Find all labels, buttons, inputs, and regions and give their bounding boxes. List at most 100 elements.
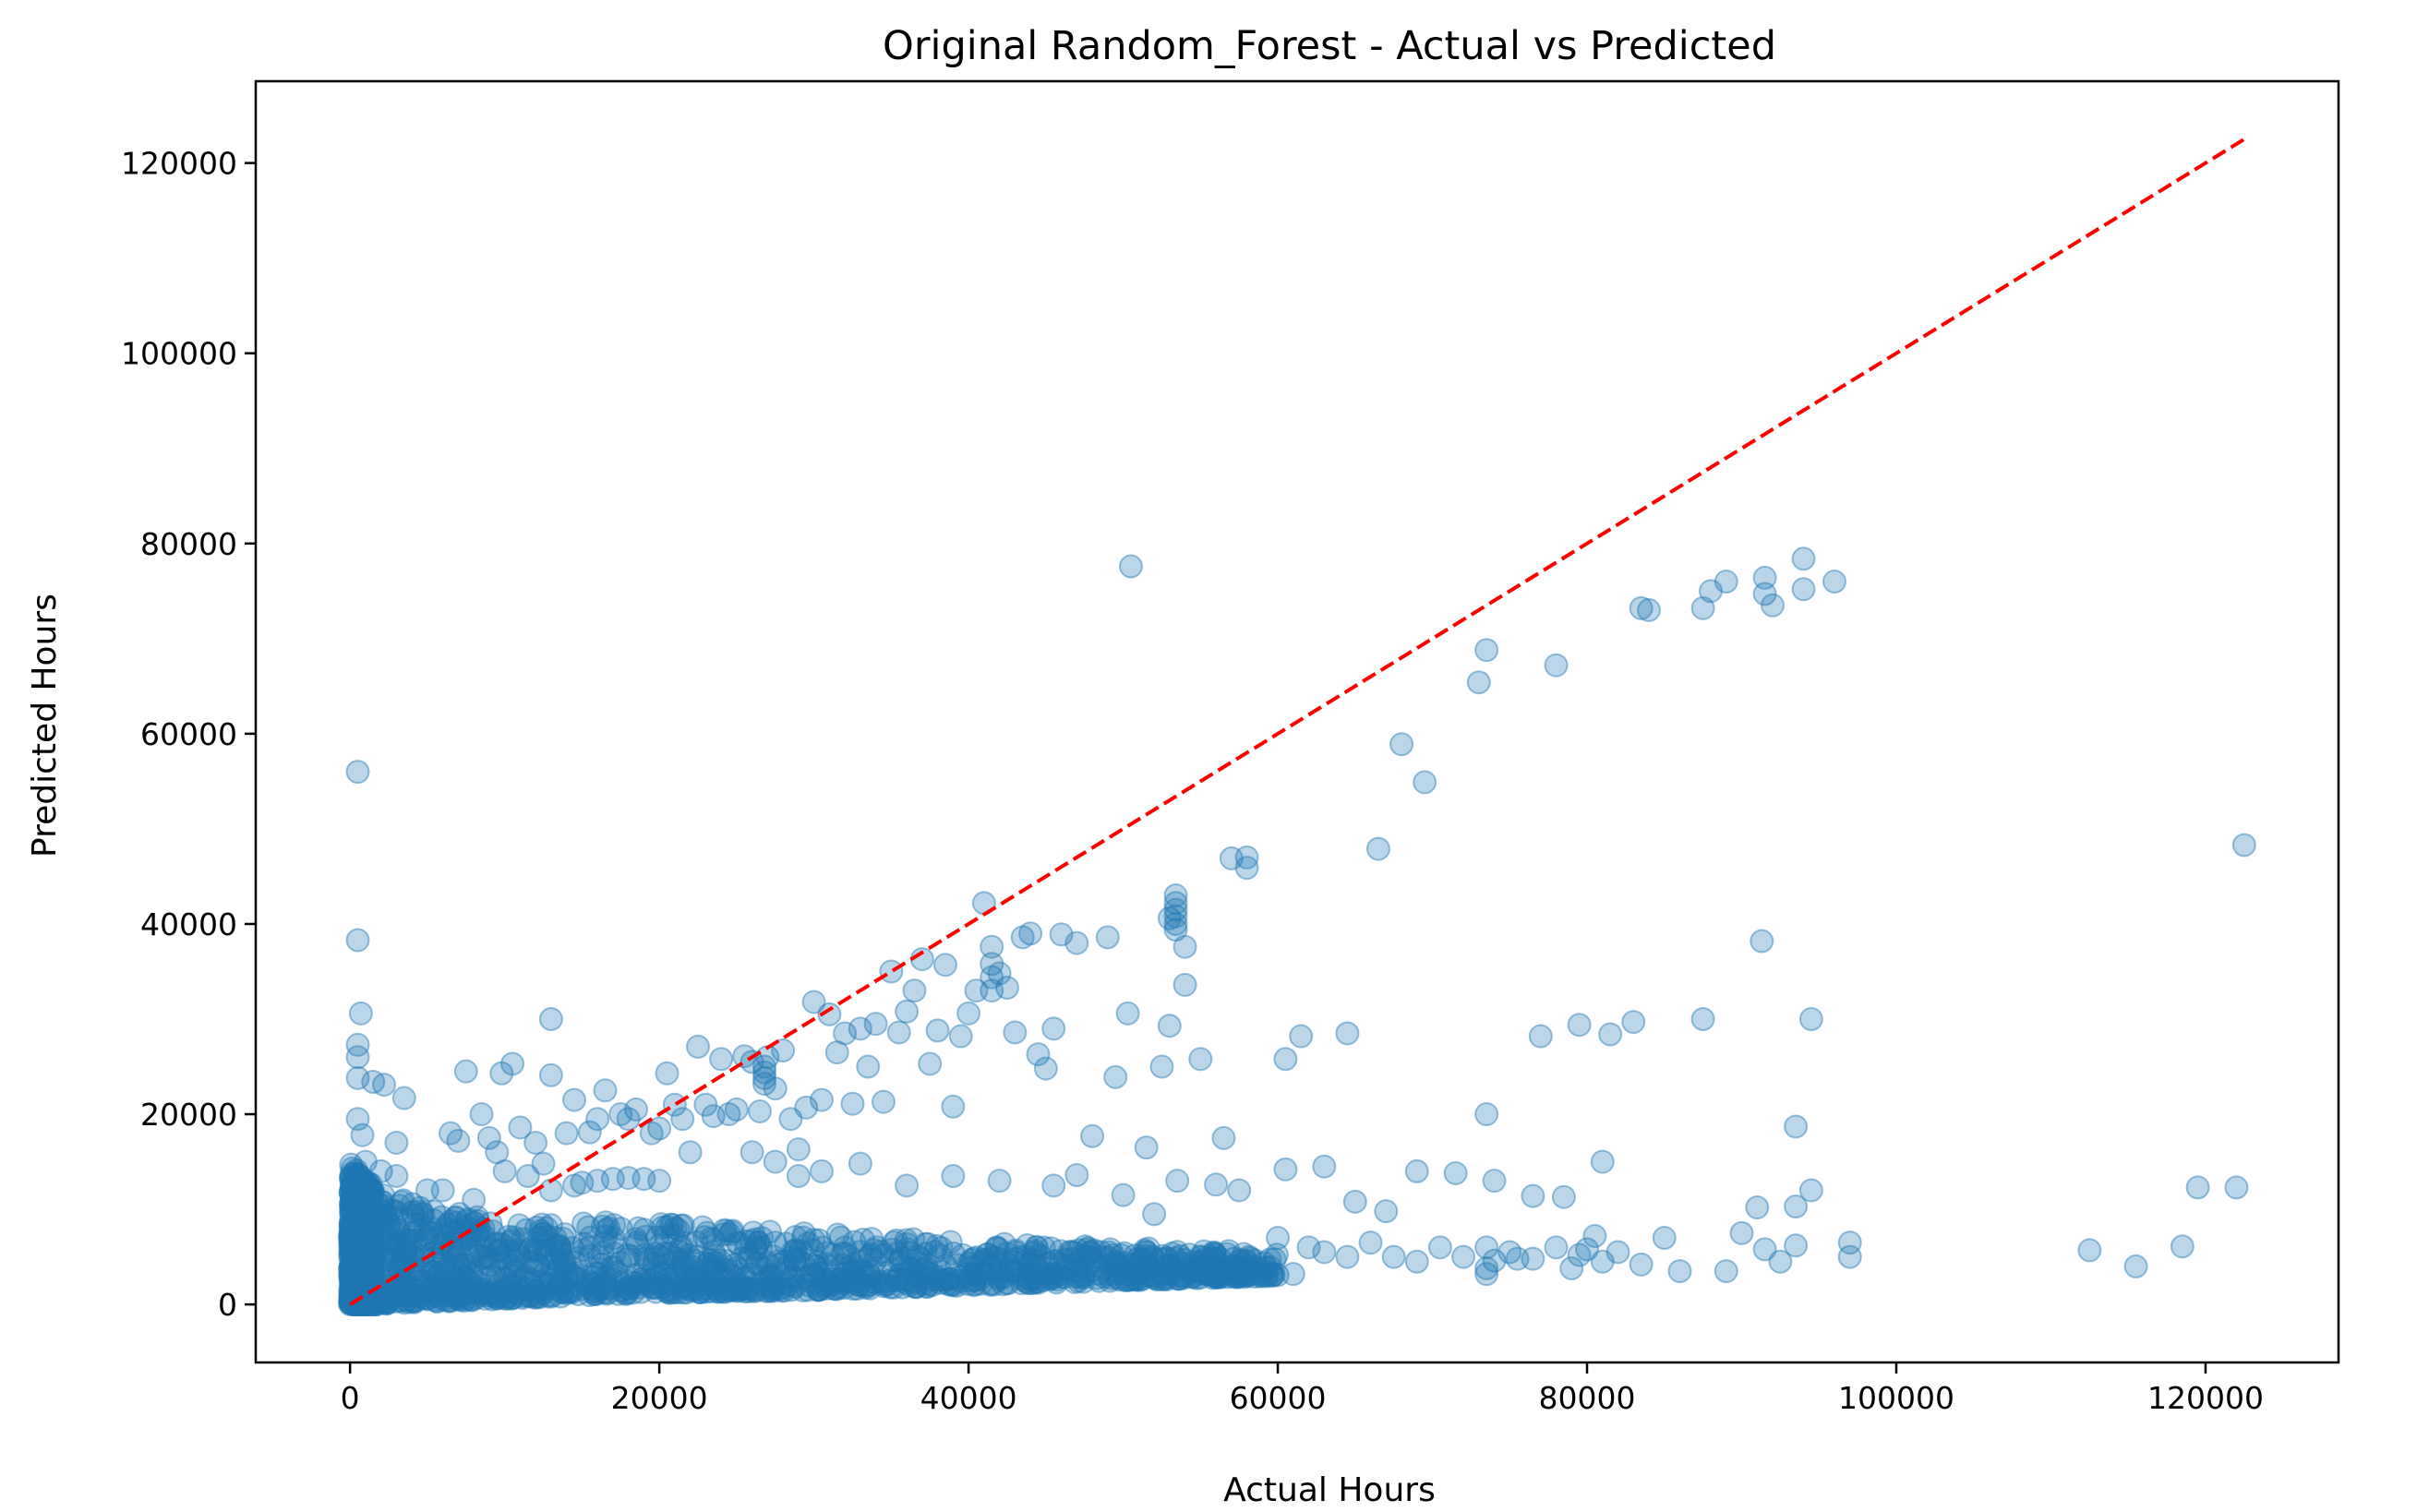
- data-point: [619, 1270, 644, 1295]
- data-point: [1064, 1251, 1089, 1276]
- data-point: [352, 1235, 377, 1260]
- data-point: [347, 1183, 372, 1208]
- data-point: [475, 1266, 499, 1290]
- data-point: [1022, 1239, 1047, 1264]
- data-point: [980, 934, 1004, 959]
- data-point: [349, 1220, 374, 1245]
- data-point: [396, 1280, 421, 1305]
- data-point: [355, 1222, 379, 1247]
- x-tick-label: 80000: [1539, 1380, 1636, 1416]
- data-point: [783, 1240, 808, 1265]
- data-point: [1229, 1248, 1254, 1273]
- data-point: [341, 1188, 366, 1213]
- data-point: [594, 1224, 619, 1249]
- data-point: [537, 1271, 562, 1296]
- data-point: [980, 978, 1004, 1003]
- data-point: [548, 1284, 573, 1309]
- data-point: [685, 1262, 710, 1287]
- data-point: [888, 1246, 913, 1271]
- data-point: [388, 1289, 413, 1314]
- data-point: [349, 1225, 374, 1250]
- data-point: [359, 1206, 384, 1231]
- data-point: [880, 1237, 905, 1262]
- data-point: [1177, 1242, 1202, 1267]
- data-point: [782, 1273, 807, 1298]
- data-point: [344, 1166, 369, 1191]
- data-point: [345, 1193, 370, 1218]
- data-point: [1206, 1265, 1231, 1290]
- data-point: [1172, 1247, 1197, 1272]
- x-axis-label: Actual Hours: [1223, 1471, 1436, 1509]
- data-point: [528, 1218, 553, 1243]
- data-point: [342, 1214, 367, 1239]
- data-point: [348, 1221, 373, 1246]
- data-point: [341, 1285, 366, 1310]
- data-point: [615, 1242, 640, 1267]
- data-point: [345, 1257, 370, 1282]
- data-point: [340, 1284, 365, 1309]
- data-point: [604, 1260, 629, 1285]
- data-point: [395, 1283, 420, 1308]
- data-point: [359, 1220, 384, 1245]
- data-point: [1025, 1254, 1050, 1279]
- data-point: [841, 1277, 866, 1302]
- data-point: [1474, 638, 1499, 663]
- data-point: [1216, 1256, 1241, 1281]
- data-point: [532, 1232, 557, 1257]
- data-point: [854, 1273, 879, 1298]
- data-point: [1236, 1244, 1261, 1269]
- data-point: [374, 1206, 399, 1231]
- data-point: [356, 1261, 381, 1286]
- data-point: [1041, 1261, 1066, 1286]
- data-point: [437, 1289, 462, 1314]
- data-point: [448, 1272, 473, 1297]
- data-point: [1216, 1239, 1241, 1264]
- data-point: [707, 1279, 732, 1304]
- data-point: [361, 1248, 386, 1273]
- data-point: [801, 1262, 826, 1287]
- data-point: [347, 1202, 372, 1227]
- data-point: [349, 1289, 374, 1314]
- data-point: [412, 1221, 437, 1246]
- data-point: [355, 1197, 379, 1222]
- data-point: [648, 1212, 673, 1237]
- data-point: [980, 1245, 1005, 1270]
- data-point: [358, 1198, 383, 1223]
- data-point: [345, 1045, 370, 1070]
- data-point: [670, 1274, 695, 1299]
- data-point: [632, 1218, 657, 1242]
- data-point: [415, 1286, 440, 1311]
- data-point: [1729, 1220, 1754, 1245]
- data-point: [928, 1259, 953, 1284]
- data-point: [535, 1273, 560, 1298]
- data-point: [812, 1272, 837, 1297]
- data-point: [342, 1271, 367, 1296]
- data-point: [359, 1196, 384, 1221]
- data-point: [345, 1266, 370, 1290]
- data-point: [613, 1281, 638, 1306]
- data-point: [646, 1265, 671, 1290]
- data-point: [402, 1290, 427, 1314]
- data-point: [1257, 1255, 1282, 1280]
- data-point: [1227, 1249, 1252, 1274]
- data-point: [1004, 1246, 1028, 1271]
- data-point: [347, 1291, 372, 1316]
- data-point: [341, 1241, 366, 1266]
- data-point: [341, 1232, 366, 1257]
- data-point: [547, 1235, 572, 1260]
- data-point: [895, 1270, 920, 1295]
- data-point: [454, 1266, 479, 1291]
- data-point: [823, 1276, 848, 1301]
- data-point: [348, 1254, 373, 1279]
- data-point: [1200, 1245, 1225, 1270]
- data-point: [359, 1275, 384, 1300]
- data-point: [591, 1230, 616, 1255]
- data-point: [688, 1279, 713, 1304]
- data-point: [1149, 1054, 1174, 1079]
- data-point: [1551, 1184, 1576, 1209]
- data-point: [373, 1203, 398, 1228]
- data-point: [343, 1217, 367, 1242]
- data-point: [343, 1197, 367, 1222]
- data-point: [344, 1271, 369, 1296]
